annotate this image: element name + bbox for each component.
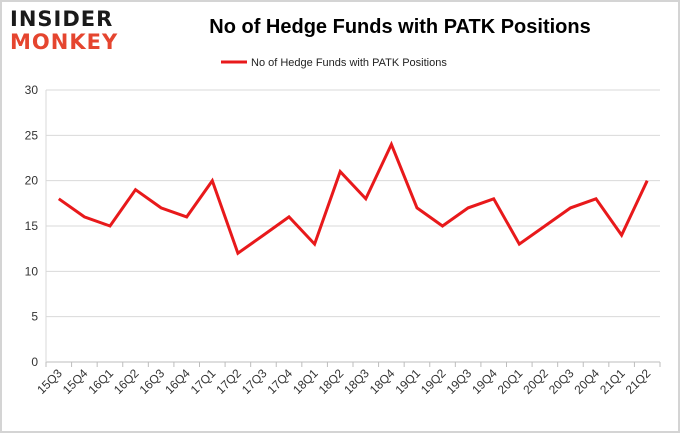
x-tick-label: 19Q1 — [392, 366, 423, 397]
x-tick-label: 20Q3 — [546, 366, 577, 397]
legend: No of Hedge Funds with PATK Positions — [221, 57, 447, 69]
y-tick-label: 15 — [25, 219, 39, 233]
y-tick-label: 25 — [25, 128, 39, 142]
y-tick-label: 5 — [31, 310, 38, 324]
x-tick-label: 17Q4 — [265, 366, 296, 397]
x-tick-label: 17Q3 — [239, 366, 270, 397]
y-tick-label: 0 — [31, 355, 38, 369]
x-tick-label: 18Q4 — [367, 366, 398, 397]
chart-title: No of Hedge Funds with PATK Positions — [209, 16, 591, 38]
x-tick-label: 19Q2 — [418, 366, 449, 397]
x-tick-label: 21Q1 — [597, 366, 628, 397]
x-tick-label: 18Q3 — [341, 366, 372, 397]
x-tick-label: 20Q2 — [520, 366, 551, 397]
legend-label: No of Hedge Funds with PATK Positions — [251, 57, 447, 69]
x-tick-label: 16Q2 — [111, 366, 142, 397]
x-tick-label: 21Q2 — [623, 366, 654, 397]
x-tick-label: 16Q4 — [162, 366, 193, 397]
x-tick-label: 15Q3 — [34, 366, 65, 397]
grid-lines — [46, 89, 660, 363]
x-tick-label: 20Q1 — [495, 366, 526, 397]
y-tick-label: 10 — [25, 264, 39, 278]
y-tick-label: 30 — [25, 83, 39, 97]
x-tick-label: 20Q4 — [572, 366, 603, 397]
x-tick-labels: 15Q315Q416Q116Q216Q316Q417Q117Q217Q317Q4… — [34, 366, 653, 397]
series-line — [57, 140, 649, 256]
insider-monkey-logo: INSIDER MONKEY — [10, 8, 128, 58]
x-tick-label: 15Q4 — [60, 366, 91, 397]
axes — [45, 90, 661, 367]
x-tick-label: 16Q1 — [85, 366, 116, 397]
logo-text-insider: INSIDER — [10, 7, 114, 31]
x-tick-label: 16Q3 — [137, 366, 168, 397]
x-tick-label: 18Q1 — [290, 366, 321, 397]
x-tick-label: 17Q2 — [213, 366, 244, 397]
x-tick-label: 18Q2 — [316, 366, 347, 397]
y-tick-labels: 0 5 10 15 20 25 30 — [25, 83, 39, 369]
x-tick-label: 19Q3 — [444, 366, 475, 397]
x-tick-label: 17Q1 — [188, 366, 219, 397]
logo-text-monkey: MONKEY — [10, 30, 119, 54]
x-tick-label: 19Q4 — [469, 366, 500, 397]
series-lines — [57, 140, 649, 256]
y-tick-label: 20 — [25, 174, 39, 188]
